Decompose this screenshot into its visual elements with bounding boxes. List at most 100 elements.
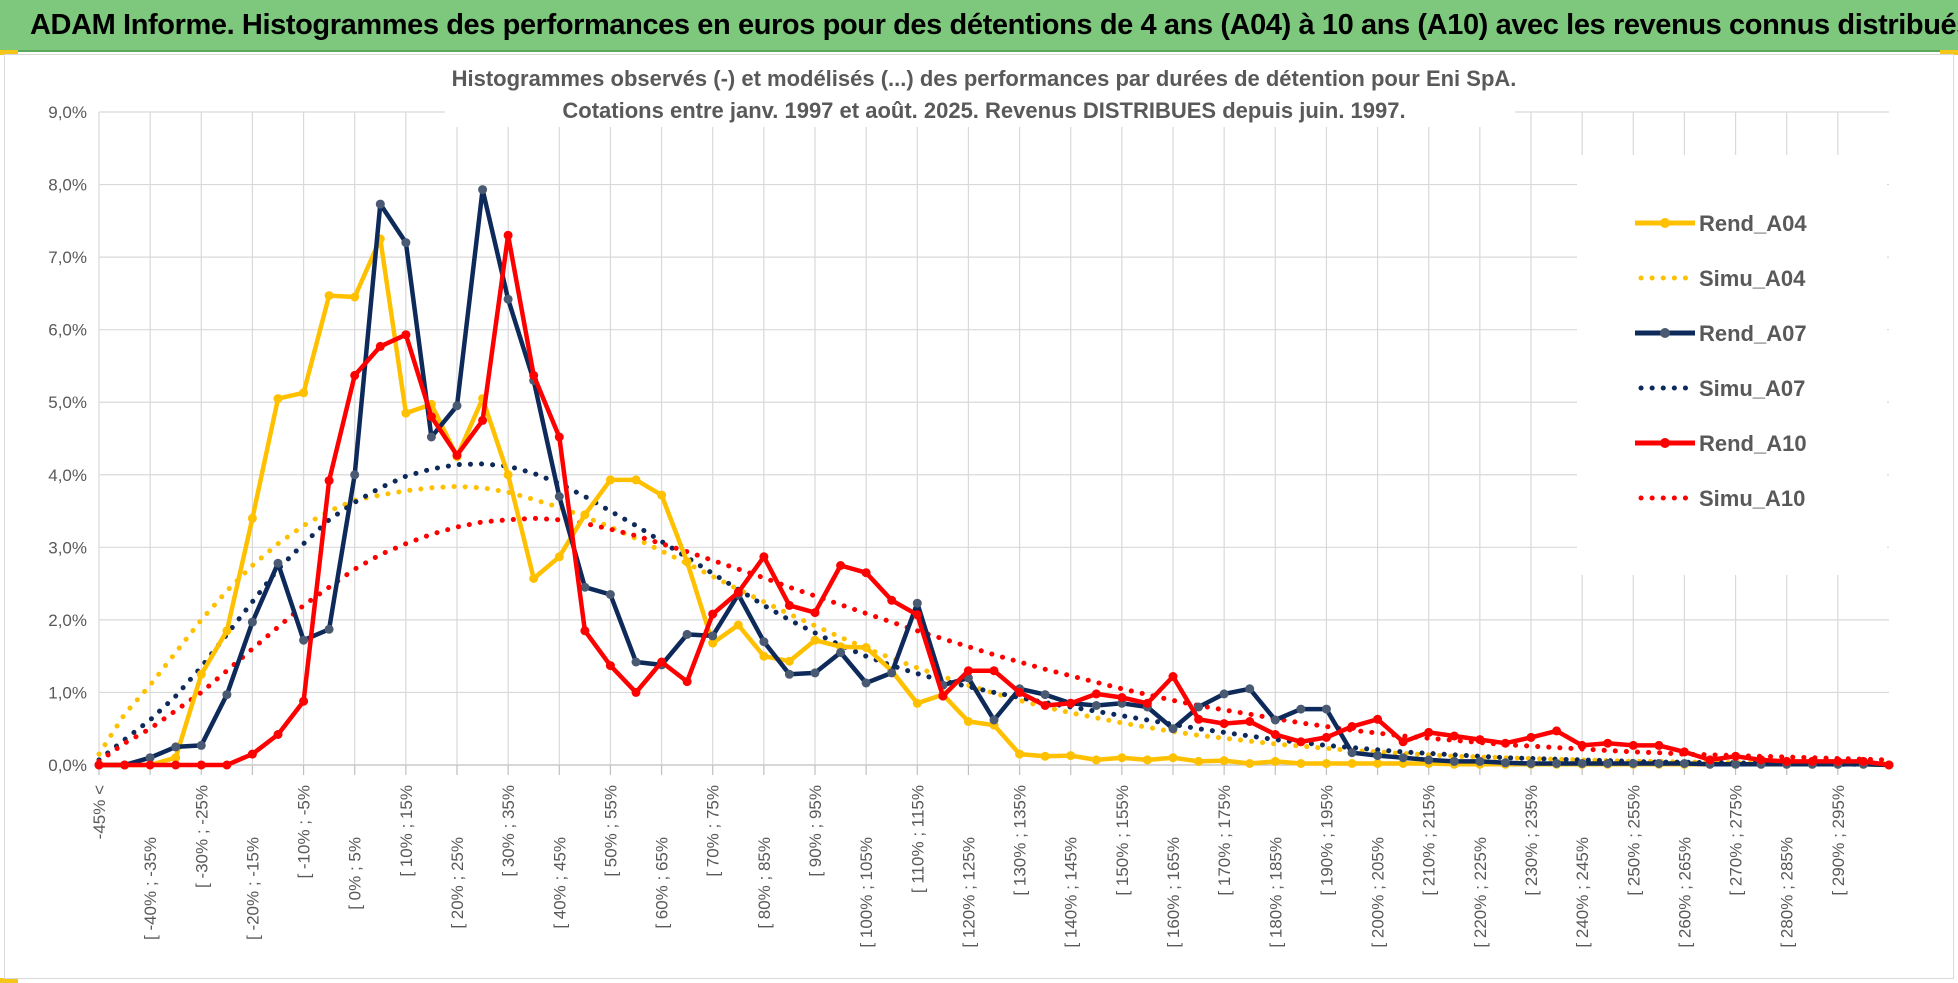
- data-point-rend-a10: [1756, 755, 1766, 765]
- y-tick-label: 1,0%: [48, 683, 87, 702]
- x-tick-label: [ 250% ; 255%: [1624, 785, 1643, 896]
- chart-subtitle: Cotations entre janv. 1997 et août. 2025…: [562, 98, 1405, 123]
- data-point-rend-a07: [1679, 759, 1689, 768]
- data-point-rend-a07: [1552, 759, 1562, 768]
- data-point-rend-a10: [1347, 722, 1357, 731]
- data-point-rend-a07: [1424, 755, 1434, 765]
- y-tick-label: 7,0%: [48, 248, 87, 267]
- series-line-simu-a10: [96, 515, 1892, 764]
- data-point-rend-a07: [1398, 753, 1408, 763]
- x-tick-label: [ 160% ; 165%: [1164, 837, 1183, 948]
- x-tick-label: [ 90% ; 95%: [806, 785, 825, 877]
- data-point-rend-a10: [1142, 698, 1152, 708]
- data-point-rend-a10: [120, 760, 130, 770]
- x-tick-label: [ 150% ; 155%: [1113, 785, 1132, 896]
- data-point-rend-a07: [171, 742, 181, 752]
- data-point-rend-a07: [1168, 724, 1178, 734]
- data-point-rend-a04: [1015, 749, 1025, 759]
- data-point-rend-a07: [1321, 704, 1331, 714]
- data-point-rend-a10: [912, 610, 922, 620]
- report-title: ADAM Informe. Histogrammes des performan…: [30, 8, 1958, 41]
- series-line-simu-a07: [96, 461, 1892, 767]
- x-tick-label: [ 80% ; 85%: [755, 837, 774, 929]
- data-point-rend-a04: [529, 574, 539, 583]
- data-point-rend-a07: [1194, 702, 1204, 712]
- x-tick-label: [ 140% ; 145%: [1062, 837, 1081, 948]
- data-point-rend-a10: [1117, 693, 1127, 702]
- data-point-rend-a04: [401, 408, 411, 418]
- data-point-rend-a10: [145, 760, 155, 770]
- data-point-rend-a10: [1040, 701, 1050, 710]
- x-tick-label: [ 10% ; 15%: [397, 785, 416, 877]
- data-point-rend-a07: [1500, 758, 1510, 768]
- x-tick-label: [ 0% ; 5%: [346, 837, 365, 910]
- data-point-rend-a10: [1168, 672, 1178, 681]
- data-point-rend-a10: [401, 330, 411, 340]
- data-point-rend-a10: [1296, 737, 1306, 747]
- x-tick-label: [ 270% ; 275%: [1727, 785, 1746, 896]
- x-tick-label: [ -10% ; -5%: [295, 785, 314, 879]
- x-tick-label: [ 70% ; 75%: [704, 785, 723, 877]
- data-point-rend-a04: [554, 552, 564, 562]
- data-point-rend-a04: [1245, 759, 1255, 768]
- data-point-rend-a10: [452, 450, 462, 460]
- data-point-rend-a10: [273, 730, 283, 739]
- series-line-simu-a04: [96, 483, 1892, 766]
- data-point-rend-a07: [273, 558, 283, 568]
- corner-mark-right: [1940, 50, 1958, 55]
- data-point-rend-a10: [1270, 730, 1280, 739]
- data-point-rend-a07: [1628, 759, 1638, 768]
- legend-label-rend-a10: Rend_A10: [1699, 431, 1807, 456]
- data-point-rend-a10: [1066, 698, 1076, 708]
- x-tick-label: [ 180% ; 185%: [1266, 837, 1285, 948]
- legend-marker-rend-a07: [1660, 328, 1670, 338]
- data-point-rend-a04: [247, 513, 257, 523]
- data-point-rend-a07: [708, 631, 718, 641]
- data-point-rend-a10: [196, 760, 206, 770]
- data-point-rend-a04: [1168, 753, 1178, 763]
- data-point-rend-a07: [1270, 715, 1280, 725]
- data-point-rend-a10: [1424, 727, 1434, 737]
- data-point-rend-a04: [912, 698, 922, 708]
- data-point-rend-a10: [1475, 735, 1485, 745]
- data-point-rend-a04: [631, 475, 641, 485]
- data-point-rend-a04: [503, 470, 513, 480]
- data-point-rend-a10: [1091, 689, 1101, 699]
- corner-mark-left: [0, 50, 18, 55]
- chart-title-background: [445, 55, 1515, 127]
- x-tick-label: [ -40% ; -35%: [141, 837, 160, 940]
- x-tick-label: [ 100% ; 105%: [857, 837, 876, 948]
- data-point-rend-a07: [1373, 751, 1383, 761]
- data-point-rend-a07: [1296, 704, 1306, 714]
- x-tick-label: [ 290% ; 295%: [1829, 785, 1848, 896]
- data-point-rend-a04: [1296, 759, 1306, 768]
- data-point-rend-a07: [605, 590, 615, 599]
- data-point-rend-a10: [1603, 738, 1613, 748]
- legend-background: [1577, 155, 1887, 575]
- data-point-rend-a07: [196, 740, 206, 750]
- data-point-rend-a10: [299, 696, 309, 706]
- data-point-rend-a07: [836, 648, 846, 657]
- x-tick-label: [ 230% ; 235%: [1522, 785, 1541, 896]
- data-point-rend-a10: [324, 476, 334, 486]
- data-point-rend-a04: [299, 388, 309, 398]
- data-point-rend-a10: [1705, 755, 1715, 765]
- data-point-rend-a04: [350, 292, 360, 302]
- data-point-rend-a10: [861, 568, 871, 578]
- y-tick-label: 6,0%: [48, 321, 87, 340]
- data-point-rend-a04: [682, 557, 692, 567]
- data-point-rend-a07: [247, 617, 257, 627]
- x-tick-label: [ 200% ; 205%: [1369, 837, 1388, 948]
- data-point-rend-a07: [580, 582, 590, 592]
- chart-title: Histogrammes observés (-) et modélisés (…: [452, 66, 1517, 91]
- data-point-rend-a04: [580, 510, 590, 520]
- data-point-rend-a10: [1782, 756, 1792, 766]
- data-point-rend-a10: [1833, 756, 1843, 766]
- data-point-rend-a10: [580, 626, 590, 636]
- data-point-rend-a10: [784, 600, 794, 610]
- data-point-rend-a04: [784, 656, 794, 666]
- x-tick-label: [ 240% ; 245%: [1573, 837, 1592, 948]
- data-point-rend-a04: [708, 638, 718, 648]
- x-tick-label: [ 120% ; 125%: [959, 837, 978, 948]
- data-point-rend-a07: [912, 598, 922, 608]
